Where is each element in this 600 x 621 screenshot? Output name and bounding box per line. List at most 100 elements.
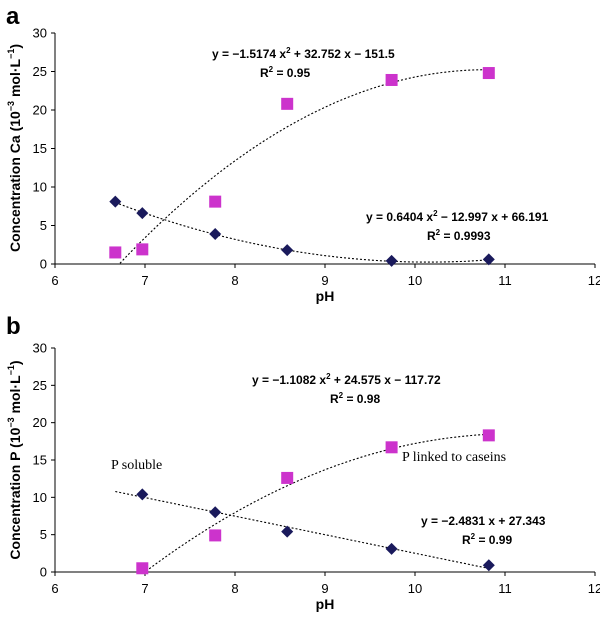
panel-b-y-axis-title-main: Concentration P (10 <box>7 427 23 559</box>
eq-a1-exp: 2 <box>286 46 291 55</box>
x-tick-label: 6 <box>51 581 58 596</box>
panel-a-letter: a <box>6 3 20 30</box>
panel-a-y-axis-title-unit-exp: −1 <box>6 49 16 59</box>
data-point-ca-linked-to-caseins <box>385 73 398 86</box>
y-tick-label: 25 <box>33 64 47 79</box>
data-point-p-linked-to-caseins <box>281 471 294 484</box>
panel-a-x-axis-title: pH <box>316 288 335 304</box>
r2-b2-value: = 0.99 <box>475 533 512 547</box>
panel-b-x-axis-title: pH <box>316 596 335 612</box>
data-point-p-linked-to-caseins <box>385 441 398 454</box>
data-point-p-linked-to-caseins <box>482 429 495 442</box>
panel-a-y-axis-title: Concentration Ca (10−3 mol·L−1) <box>6 44 23 252</box>
y-tick-label: 0 <box>40 565 47 580</box>
panel-b: b 0 5 10 15 20 25 30 6 7 8 9 10 11 12 pH Concentrati… <box>6 313 600 612</box>
r2-b1-value: = 0.98 <box>343 392 380 406</box>
panel-b-x-ticks: 6 7 8 9 10 11 12 <box>51 572 600 596</box>
panel-b-y-axis-title-unit-exp: −1 <box>6 365 16 375</box>
r2-a2-r: R <box>427 229 436 243</box>
panel-a-y-ticks: 0 5 10 15 20 25 30 <box>33 26 55 272</box>
data-point-ca-soluble <box>209 227 222 240</box>
panel-a-data-points <box>109 67 495 267</box>
panel-a-x-ticks: 6 7 8 9 10 11 12 <box>51 264 600 288</box>
trendline-ca-linked-to-caseins <box>119 69 489 264</box>
x-tick-label: 9 <box>321 581 328 596</box>
y-tick-label: 25 <box>33 378 47 393</box>
y-tick-label: 10 <box>33 180 47 195</box>
data-point-p-soluble <box>281 525 294 538</box>
x-tick-label: 11 <box>498 581 512 596</box>
panel-b-p-linked-r2: R2 = 0.98 <box>330 391 380 406</box>
panel-a: a 0 5 10 15 20 25 30 6 7 8 9 10 11 12 pH Concentrati… <box>6 3 600 304</box>
panel-a-ca-soluble-equation: y = 0.6404 x2 − 12.997 x + 66.191 <box>366 209 549 224</box>
data-point-ca-soluble <box>109 195 122 208</box>
y-tick-label: 30 <box>33 26 47 41</box>
trendline-p-linked-to-caseins <box>148 433 489 570</box>
data-point-p-soluble <box>136 488 149 501</box>
x-tick-label: 8 <box>231 273 238 288</box>
eq-b1-part2: + 24.575 x − 117.72 <box>331 373 441 387</box>
panel-a-trendlines <box>115 69 489 264</box>
data-point-ca-linked-to-caseins <box>482 67 495 80</box>
data-point-p-soluble <box>209 506 222 519</box>
panel-b-p-linked-equation: y = −1.1082 x2 + 24.575 x − 117.72 <box>252 372 441 387</box>
data-point-ca-soluble <box>281 244 294 257</box>
panel-b-y-ticks: 0 5 10 15 20 25 30 <box>33 341 55 580</box>
panel-b-data-points <box>136 429 495 575</box>
x-tick-label: 12 <box>588 581 600 596</box>
data-point-p-soluble <box>385 542 398 555</box>
trendline-p-soluble <box>115 490 489 569</box>
panel-b-p-soluble-annotation: P soluble <box>111 458 162 473</box>
panel-b-letter: b <box>6 313 21 340</box>
panel-a-ca-linked-equation: y = −1.5174 x2 + 32.752 x − 151.5 <box>212 46 395 61</box>
panel-b-p-soluble-equation: y = −2.4831 x + 27.343 <box>421 514 546 528</box>
r2-b2-exp: 2 <box>471 532 476 541</box>
x-tick-label: 7 <box>141 581 148 596</box>
data-point-ca-linked-to-caseins <box>209 195 222 208</box>
y-tick-label: 15 <box>33 453 47 468</box>
panel-a-ca-linked-r2: R2 = 0.95 <box>260 65 310 80</box>
eq-b2-part1: y = −2.4831 x + 27.343 <box>421 514 546 528</box>
y-tick-label: 5 <box>40 527 47 542</box>
panel-b-p-linked-annotation: P linked to caseins <box>402 450 506 465</box>
eq-a1-part2: + 32.752 x − 151.5 <box>291 47 395 61</box>
y-tick-label: 30 <box>33 341 47 356</box>
r2-a1-exp: 2 <box>269 65 274 74</box>
y-tick-label: 5 <box>40 218 47 233</box>
y-tick-label: 15 <box>33 141 47 156</box>
x-tick-label: 12 <box>588 273 600 288</box>
x-tick-label: 6 <box>51 273 58 288</box>
panel-a-y-axis-title-close: ) <box>7 44 23 49</box>
data-point-ca-linked-to-caseins <box>109 246 122 259</box>
eq-a1-part1: y = −1.5174 x <box>212 47 286 61</box>
panel-a-axes <box>54 33 595 265</box>
data-point-p-linked-to-caseins <box>136 562 149 575</box>
r2-a1-value: = 0.95 <box>273 66 310 80</box>
data-point-p-linked-to-caseins <box>209 529 222 542</box>
y-tick-label: 20 <box>33 103 47 118</box>
data-point-p-soluble <box>482 559 495 572</box>
panel-b-y-axis-title-unit: mol·L <box>7 375 23 417</box>
x-tick-label: 10 <box>408 581 422 596</box>
x-tick-label: 10 <box>408 273 422 288</box>
y-tick-label: 20 <box>33 415 47 430</box>
r2-a2-exp: 2 <box>436 228 441 237</box>
r2-a1-r: R <box>260 66 269 80</box>
data-point-ca-linked-to-caseins <box>281 97 294 110</box>
data-point-ca-linked-to-caseins <box>136 243 149 256</box>
trendline-ca-soluble <box>115 201 489 263</box>
x-tick-label: 7 <box>141 273 148 288</box>
r2-b1-exp: 2 <box>339 391 344 400</box>
eq-a2-part1: y = 0.6404 x <box>366 210 433 224</box>
panel-a-y-axis-title-unit: mol·L <box>7 58 23 100</box>
panel-b-p-soluble-r2: R2 = 0.99 <box>462 532 512 547</box>
y-tick-label: 0 <box>40 257 47 272</box>
data-point-ca-soluble <box>482 253 495 266</box>
r2-b1-r: R <box>330 392 339 406</box>
y-tick-label: 10 <box>33 490 47 505</box>
panel-b-y-axis-title-exp: −3 <box>6 417 16 427</box>
panel-a-ca-soluble-r2: R2 = 0.9993 <box>427 228 491 243</box>
data-point-ca-soluble <box>136 207 149 220</box>
r2-a2-value: = 0.9993 <box>440 229 491 243</box>
